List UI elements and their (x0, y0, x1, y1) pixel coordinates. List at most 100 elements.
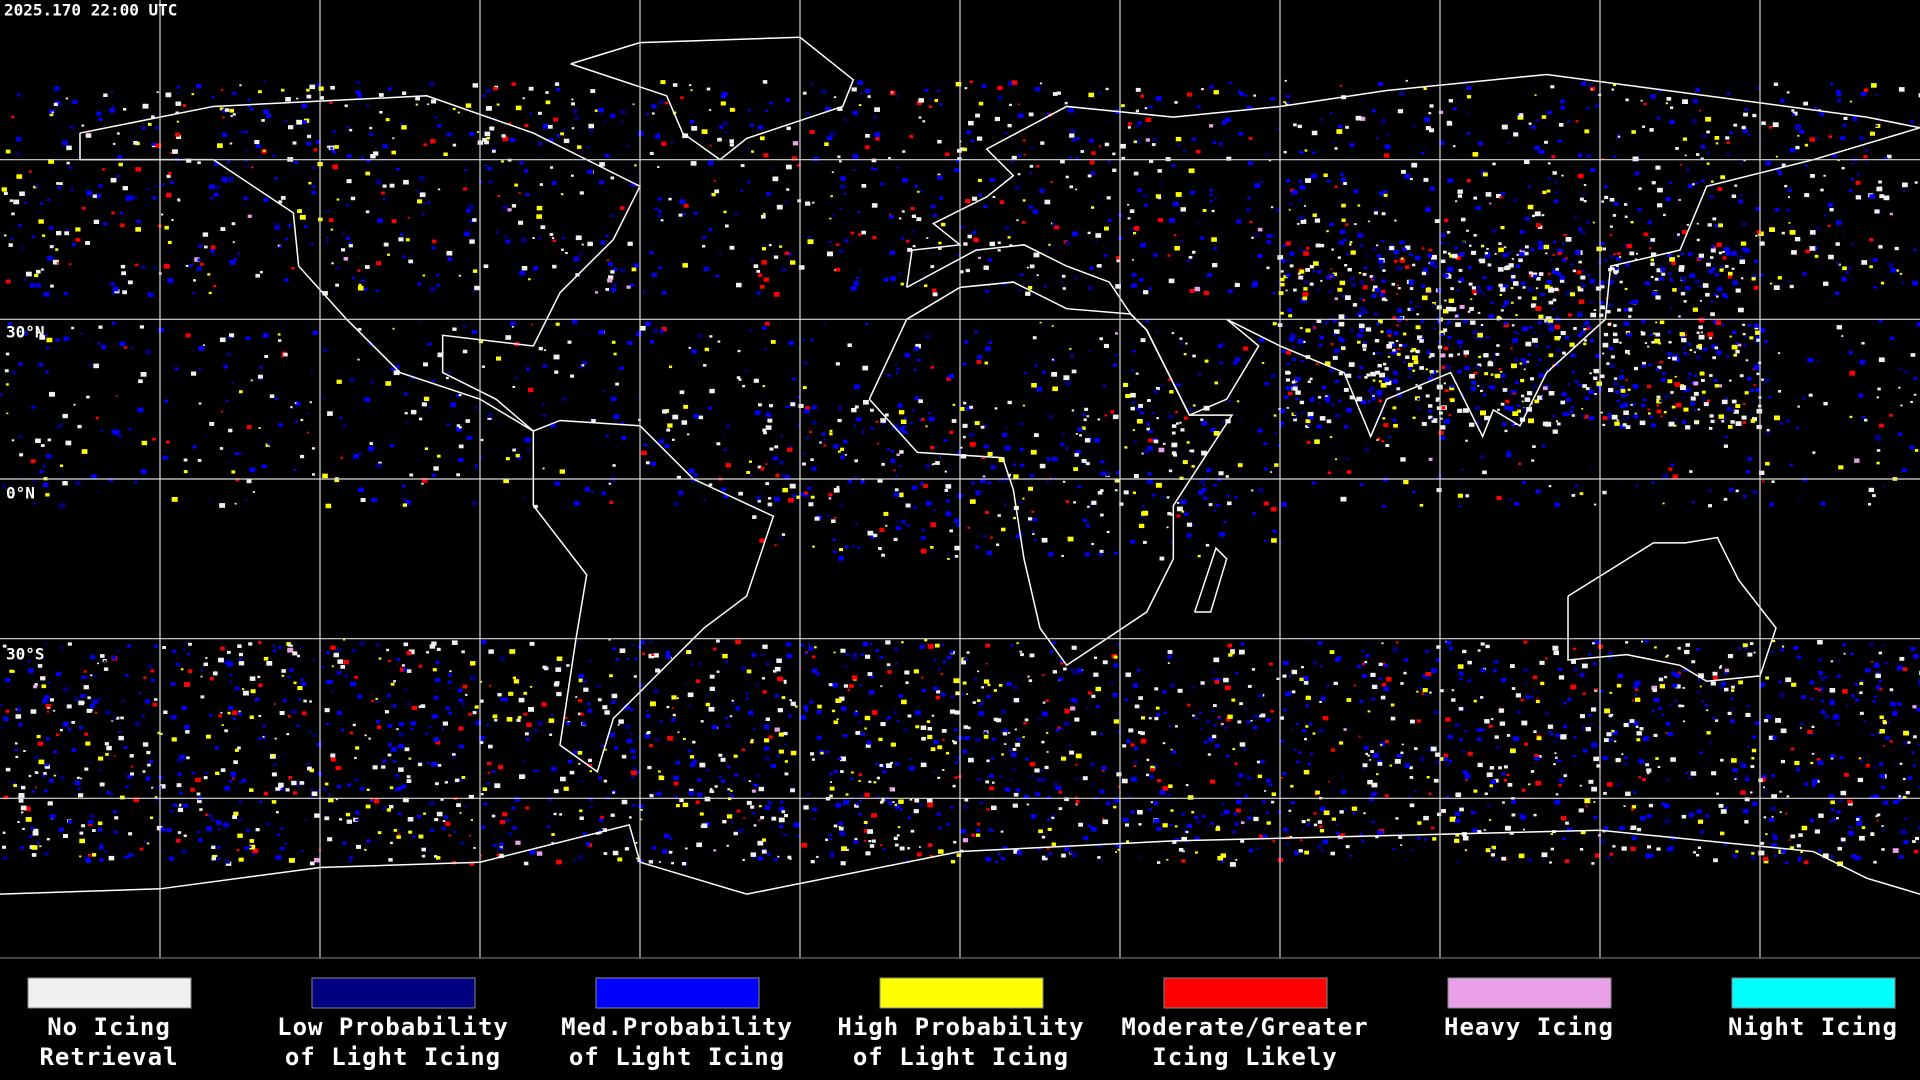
icing-pixel (176, 92, 179, 94)
icing-pixel (1062, 433, 1065, 435)
icing-pixel (1065, 381, 1071, 386)
icing-pixel (1475, 206, 1481, 210)
icing-pixel (896, 166, 899, 169)
icing-pixel (146, 750, 151, 755)
icing-pixel (1051, 816, 1055, 820)
icing-pixel (1552, 415, 1556, 418)
icing-pixel (1709, 195, 1714, 199)
icing-pixel (1187, 259, 1190, 262)
icing-pixel (1196, 222, 1199, 225)
icing-pixel (1571, 370, 1575, 374)
icing-pixel (1040, 141, 1045, 145)
icing-pixel (1722, 323, 1725, 326)
icing-pixel (1238, 773, 1244, 778)
icing-pixel (1712, 356, 1716, 360)
icing-pixel (1376, 244, 1379, 247)
icing-pixel (1160, 495, 1165, 499)
icing-pixel (1167, 254, 1171, 257)
icing-pixel (1514, 380, 1519, 385)
icing-pixel (548, 718, 555, 723)
icing-pixel (552, 264, 557, 269)
icing-pixel (784, 772, 789, 776)
icing-pixel (1634, 412, 1637, 415)
icing-pixel (447, 371, 450, 374)
icing-pixel (24, 806, 31, 812)
icing-pixel (1607, 279, 1614, 285)
icing-pixel (291, 780, 297, 786)
icing-pixel (1625, 263, 1630, 267)
icing-pixel (1231, 651, 1235, 655)
icing-pixel (774, 727, 780, 732)
icing-pixel (747, 108, 751, 111)
icing-pixel (1174, 101, 1178, 104)
icing-pixel (1075, 450, 1081, 455)
icing-pixel (1544, 657, 1548, 660)
icing-pixel (19, 153, 23, 156)
icing-pixel (1580, 325, 1585, 329)
icing-pixel (1203, 740, 1208, 744)
icing-pixel (705, 769, 710, 772)
icing-pixel (850, 231, 855, 235)
icing-pixel (1502, 388, 1508, 392)
icing-pixel (1798, 129, 1804, 134)
icing-pixel (683, 203, 689, 208)
icing-pixel (522, 759, 526, 763)
icing-pixel (37, 331, 41, 334)
icing-pixel (1794, 237, 1801, 242)
icing-pixel (1560, 99, 1565, 104)
icing-pixel (402, 91, 407, 95)
icing-pixel (1073, 467, 1078, 471)
icing-pixel (1735, 342, 1740, 345)
icing-pixel (127, 644, 132, 648)
icing-pixel (1541, 214, 1545, 217)
icing-pixel (231, 222, 236, 226)
icing-pixel (44, 764, 50, 769)
icing-pixel (1283, 275, 1288, 279)
icing-pixel (406, 703, 410, 706)
icing-pixel (589, 797, 593, 801)
icing-pixel (1640, 331, 1646, 336)
icing-pixel (159, 732, 163, 735)
icing-pixel (554, 82, 560, 86)
icing-pixel (428, 725, 432, 728)
icing-pixel (322, 473, 328, 479)
icing-pixel (175, 662, 180, 666)
icing-pixel (1305, 424, 1309, 428)
icing-pixel (1137, 188, 1142, 193)
icing-pixel (1232, 748, 1235, 751)
icing-pixel (1334, 348, 1340, 353)
icing-pixel (1774, 415, 1780, 421)
icing-pixel (1706, 731, 1711, 735)
icing-pixel (196, 266, 202, 271)
icing-pixel (1387, 355, 1391, 358)
icing-pixel (384, 710, 389, 714)
icing-pixel (1710, 300, 1714, 303)
icing-pixel (1201, 488, 1207, 492)
icing-pixel (1212, 263, 1218, 268)
icing-pixel (843, 800, 849, 805)
icing-pixel (1311, 151, 1316, 154)
icing-pixel (1258, 714, 1262, 718)
icing-pixel (1384, 190, 1388, 193)
icing-pixel (138, 692, 142, 694)
icing-pixel (847, 343, 852, 347)
icing-pixel (1600, 285, 1605, 289)
icing-pixel (1729, 487, 1734, 492)
icing-pixel (711, 192, 716, 197)
icing-pixel (1872, 700, 1876, 703)
icing-pixel (1741, 248, 1745, 251)
icing-pixel (1608, 346, 1614, 351)
icing-pixel (1510, 347, 1513, 350)
icing-pixel (721, 487, 726, 492)
icing-pixel (1698, 317, 1705, 323)
icing-pixel (840, 861, 846, 866)
icing-pixel (183, 104, 187, 107)
icing-pixel (423, 362, 428, 367)
icing-pixel (1359, 243, 1363, 247)
icing-pixel (123, 746, 128, 749)
icing-pixel (1497, 267, 1504, 272)
icing-pixel (1391, 282, 1396, 286)
icing-pixel (434, 116, 437, 119)
icing-pixel (1684, 154, 1687, 157)
icing-pixel (44, 695, 50, 700)
